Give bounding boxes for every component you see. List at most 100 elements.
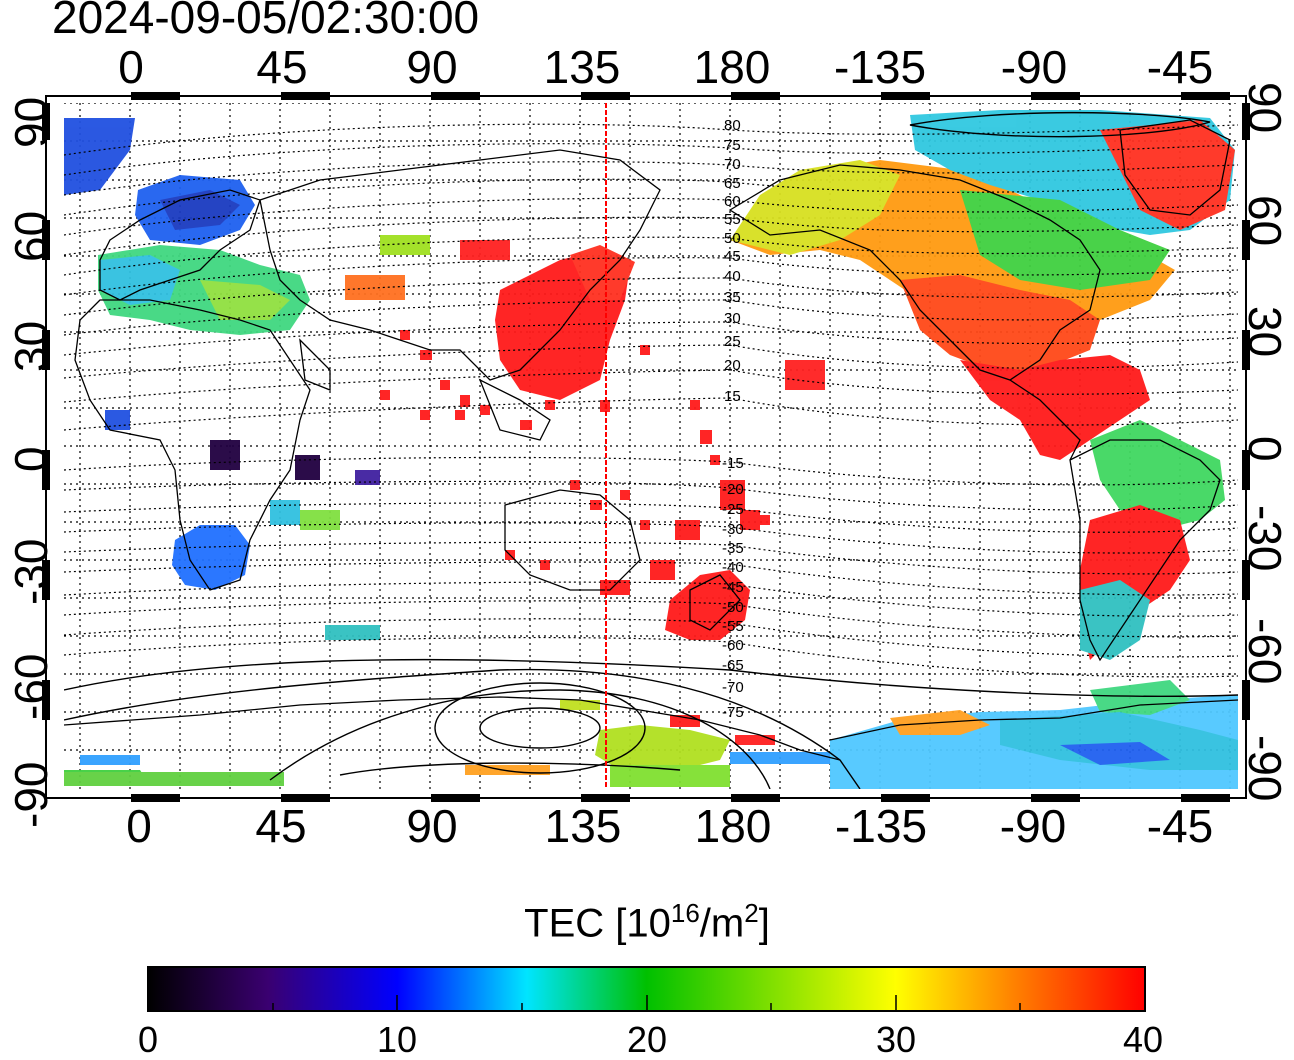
x-tick-top: 180 <box>693 41 771 93</box>
tec-patch <box>345 275 405 300</box>
contour-label: -55 <box>722 618 744 635</box>
x-tick-top: 90 <box>406 41 458 93</box>
tec-patch <box>675 520 700 540</box>
contour-label: 20 <box>724 357 741 374</box>
contour-label: 65 <box>724 175 741 192</box>
x-tick-bottom: 135 <box>544 800 622 852</box>
x-tick-bottom: -90 <box>999 800 1067 852</box>
colorbar-tick: 0 <box>137 1019 159 1060</box>
contour-label: 45 <box>724 248 741 265</box>
contour-label: 80 <box>724 117 741 134</box>
tec-region-nw <box>64 118 135 195</box>
colorbar-label-exp: 16 <box>670 898 700 928</box>
tec-region-westantarctic-3 <box>1000 712 1238 770</box>
tec-patch <box>295 455 320 480</box>
tec-patch <box>735 735 775 745</box>
contour-label: -40 <box>722 559 744 576</box>
colorbar-tick: 40 <box>1122 1019 1164 1060</box>
y-tick-right: -90 <box>1239 735 1291 802</box>
tec-patch <box>610 765 730 787</box>
tec-patch <box>560 700 600 710</box>
tec-region-usa <box>900 275 1100 370</box>
tec-patch <box>270 500 300 525</box>
colorbar-tick: 20 <box>626 1019 668 1060</box>
contour-label: 40 <box>724 268 741 285</box>
tec-region-alaska <box>730 160 900 255</box>
coastlines <box>64 119 1238 761</box>
colorbar-label: TEC [1016/m2] <box>0 900 1294 943</box>
tec-region-southafrica <box>172 525 250 590</box>
y-tick-right: -30 <box>1239 505 1291 572</box>
x-tick-bottom: -45 <box>1146 800 1214 852</box>
tec-region-europe-3 <box>200 280 290 320</box>
contour-label: -35 <box>722 540 744 557</box>
tec-patch <box>300 510 340 530</box>
contour-label: -20 <box>722 481 744 498</box>
contour-label: -50 <box>722 599 744 616</box>
tec-patch <box>355 470 380 485</box>
y-tick-right: -60 <box>1239 618 1291 685</box>
tec-data-layer <box>64 110 1238 789</box>
contour-label: -60 <box>722 637 744 654</box>
x-tick-top: 0 <box>118 41 144 93</box>
contour-label: 55 <box>724 211 741 228</box>
y-tick-left: 30 <box>5 320 57 372</box>
tec-patch <box>460 240 510 260</box>
tec-patch <box>210 440 240 470</box>
x-tick-top: -135 <box>833 41 927 93</box>
contour-label: 25 <box>724 333 741 350</box>
x-tick-top: -90 <box>1000 41 1068 93</box>
tec-region-greenland <box>1100 120 1235 230</box>
y-tick-left: -60 <box>5 653 57 720</box>
colorbar-label-suffix: ] <box>758 901 770 946</box>
magnetic-pole-contours <box>64 111 1238 789</box>
x-tick-bottom: 45 <box>255 800 307 852</box>
tec-region-central-america <box>960 355 1150 460</box>
tec-patch <box>380 235 430 255</box>
tec-patch <box>670 715 700 727</box>
tec-patch <box>730 752 830 764</box>
contour-label: -70 <box>722 679 744 696</box>
contour-label: 60 <box>724 193 741 210</box>
contour-label: 75 <box>724 137 741 154</box>
y-tick-right: 60 <box>1239 195 1291 247</box>
y-tick-left: 60 <box>5 210 57 262</box>
x-tick-bottom: 90 <box>406 800 458 852</box>
contour-label: -75 <box>722 704 744 721</box>
y-tick-right: 30 <box>1239 306 1291 358</box>
x-tick-top: -45 <box>1146 41 1214 93</box>
tec-region-canada-mid <box>960 190 1170 290</box>
tec-region-antarctic-peninsula <box>1090 680 1190 715</box>
y-tick-left: -30 <box>5 538 57 605</box>
x-tick-bottom: -135 <box>834 800 928 852</box>
contour-label: 30 <box>724 310 741 327</box>
colorbar-ticks <box>272 995 1021 1011</box>
y-tick-left: -90 <box>5 761 57 828</box>
colorbar-label-exp2: 2 <box>744 898 759 928</box>
tec-region-patagonia <box>1080 580 1150 660</box>
tec-patch <box>325 625 380 640</box>
contour-label: -65 <box>722 657 744 674</box>
tec-region-westantarctic-4 <box>1060 742 1170 765</box>
tec-region-japan <box>570 245 635 300</box>
magnetic-contours <box>64 123 1238 678</box>
x-tick-top: 45 <box>256 41 308 93</box>
x-tick-bottom: 180 <box>694 800 772 852</box>
colorbar-label-prefix: TEC [10 <box>524 901 671 946</box>
y-tick-right: 0 <box>1239 436 1291 462</box>
colorbar-tick: 10 <box>376 1019 418 1060</box>
contour-label: -15 <box>722 455 744 472</box>
contour-label: -30 <box>722 521 744 538</box>
contour-label: -25 <box>722 501 744 518</box>
tec-patch <box>465 765 550 775</box>
tec-region-ross <box>595 725 730 770</box>
tec-patch <box>80 755 140 765</box>
x-tick-bottom: 0 <box>126 800 152 852</box>
tec-region-southamerica-north <box>1090 420 1225 530</box>
contour-label: 35 <box>724 289 741 306</box>
tec-patch-hawaii <box>785 360 825 390</box>
timestamp-title: 2024-09-05/02:30:00 <box>52 0 480 43</box>
frame-ticks <box>42 92 1250 802</box>
y-tick-right: 90 <box>1239 82 1291 134</box>
